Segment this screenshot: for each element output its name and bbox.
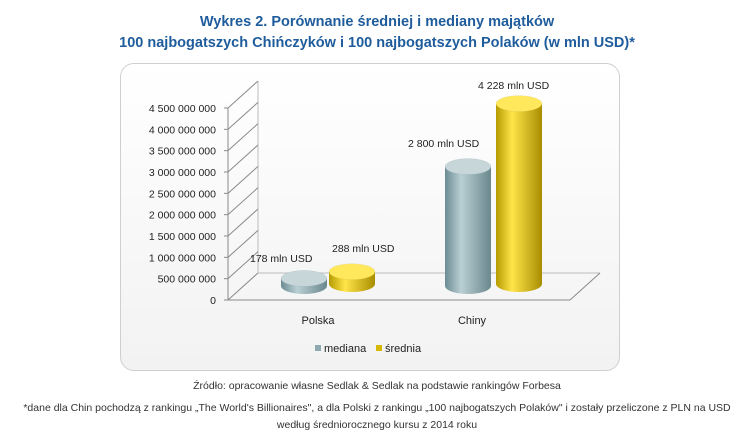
y-tick-connector xyxy=(227,229,259,258)
y-tick-connector xyxy=(227,80,259,109)
data-label: 178 mln USD xyxy=(250,253,313,265)
y-tick-label: 3 500 000 000 xyxy=(149,146,216,158)
y-tick-connector xyxy=(227,208,259,237)
y-tick-label: 3 000 000 000 xyxy=(149,167,216,179)
category-label: Chiny xyxy=(458,315,487,327)
y-tick-label: 1 500 000 000 xyxy=(149,231,216,243)
y-tick-connector xyxy=(227,165,259,194)
y-tick-label: 4 000 000 000 xyxy=(149,124,216,136)
bar-top xyxy=(280,270,328,287)
y-tick-connector xyxy=(227,251,259,280)
y-tick-connector xyxy=(227,187,259,216)
bar-mediana-chiny xyxy=(444,158,492,294)
labels-group: 178 mln USD 288 mln USD 2 800 mln USD 4 228… xyxy=(250,80,550,265)
legend-group: mediana średnia xyxy=(315,343,422,355)
legend-label-srednia: średnia xyxy=(385,343,422,355)
y-tick-label: 4 500 000 000 xyxy=(149,103,216,115)
chart-title-line1: Wykres 2. Porównanie średniej i mediany … xyxy=(199,14,555,30)
bar-top xyxy=(495,95,543,112)
y-tick-label: 2 500 000 000 xyxy=(149,188,216,200)
footer-source: Źródło: opracowanie własne Sedlak & Sedl… xyxy=(193,380,561,392)
bar-top xyxy=(444,158,492,175)
y-tick-label: 0 xyxy=(210,295,216,307)
bar-top xyxy=(328,263,376,280)
y-tick-label: 2 000 000 000 xyxy=(149,210,216,222)
footer-note-line2: według średniorocznego kursu z 2014 roku xyxy=(276,419,478,431)
legend-label-mediana: mediana xyxy=(324,343,367,355)
bar-body xyxy=(496,103,542,292)
y-tick-connector xyxy=(227,123,259,152)
footer-note: *dane dla Chin pochodzą z rankingu „The … xyxy=(23,402,731,414)
y-tick-connector xyxy=(227,101,259,130)
data-label: 2 800 mln USD xyxy=(408,138,480,150)
bars-group xyxy=(280,95,543,294)
data-label: 4 228 mln USD xyxy=(478,80,550,92)
y-tick-label: 1 000 000 000 xyxy=(149,252,216,264)
legend-swatch-mediana xyxy=(315,345,321,351)
y-tick-connector xyxy=(227,144,259,173)
category-label: Polska xyxy=(301,315,335,327)
bar-body xyxy=(445,166,491,294)
chart-title-line2: 100 najbogatszych Chińczyków i 100 najbo… xyxy=(119,35,635,51)
axes-group: 0 500 000 000 1 000 000 000 1 500 000 000 2 … xyxy=(149,80,601,327)
legend-swatch-srednia xyxy=(376,345,382,351)
y-tick-label: 500 000 000 xyxy=(158,274,217,286)
data-label: 288 mln USD xyxy=(332,243,395,255)
floor-right-edge xyxy=(569,272,601,301)
bar-srednia-chiny xyxy=(495,95,543,292)
bar-mediana-polska xyxy=(280,270,328,294)
bar-srednia-polska xyxy=(328,263,376,292)
y-tick-connector xyxy=(227,272,259,301)
